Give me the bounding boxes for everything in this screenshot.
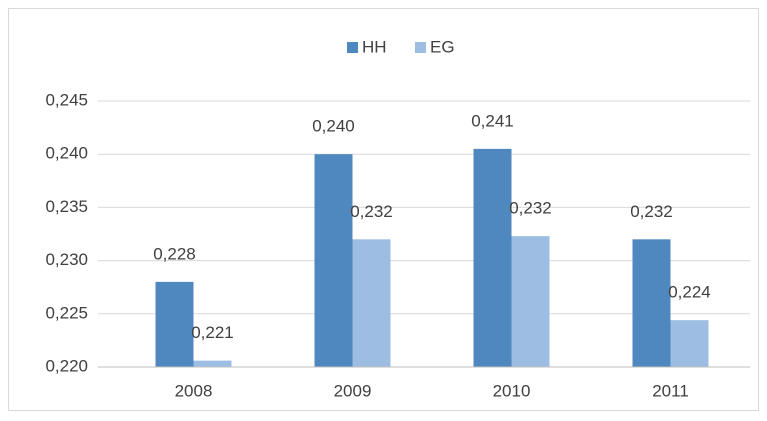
data-label: 0,241 bbox=[471, 111, 514, 130]
bar bbox=[473, 148, 512, 367]
data-label: 0,232 bbox=[350, 202, 393, 221]
y-tick-label: 0,220 bbox=[45, 356, 88, 375]
bar bbox=[193, 360, 232, 367]
bar bbox=[155, 281, 194, 367]
legend-swatch bbox=[415, 42, 426, 53]
data-label: 0,228 bbox=[153, 244, 196, 263]
y-tick-label: 0,225 bbox=[45, 303, 88, 322]
data-label: 0,221 bbox=[191, 323, 234, 342]
bar bbox=[632, 239, 671, 367]
y-tick-label: 0,230 bbox=[45, 250, 88, 269]
x-tick-label: 2011 bbox=[652, 381, 689, 400]
data-label: 0,232 bbox=[630, 202, 673, 221]
bar bbox=[670, 320, 709, 367]
legend-label: HH bbox=[362, 37, 387, 56]
data-label: 0,232 bbox=[509, 199, 552, 218]
y-tick-label: 0,235 bbox=[45, 197, 88, 216]
bar bbox=[352, 239, 391, 367]
y-tick-label: 0,240 bbox=[45, 144, 88, 163]
x-tick-label: 2010 bbox=[493, 381, 531, 400]
legend-label: EG bbox=[430, 37, 455, 56]
data-label: 0,240 bbox=[312, 117, 355, 136]
x-tick-label: 2009 bbox=[334, 381, 372, 400]
y-tick-label: 0,245 bbox=[45, 90, 88, 109]
bar bbox=[511, 236, 550, 367]
x-tick-label: 2008 bbox=[175, 381, 213, 400]
data-label: 0,224 bbox=[668, 283, 711, 302]
legend-swatch bbox=[347, 42, 358, 53]
bar bbox=[314, 154, 353, 367]
